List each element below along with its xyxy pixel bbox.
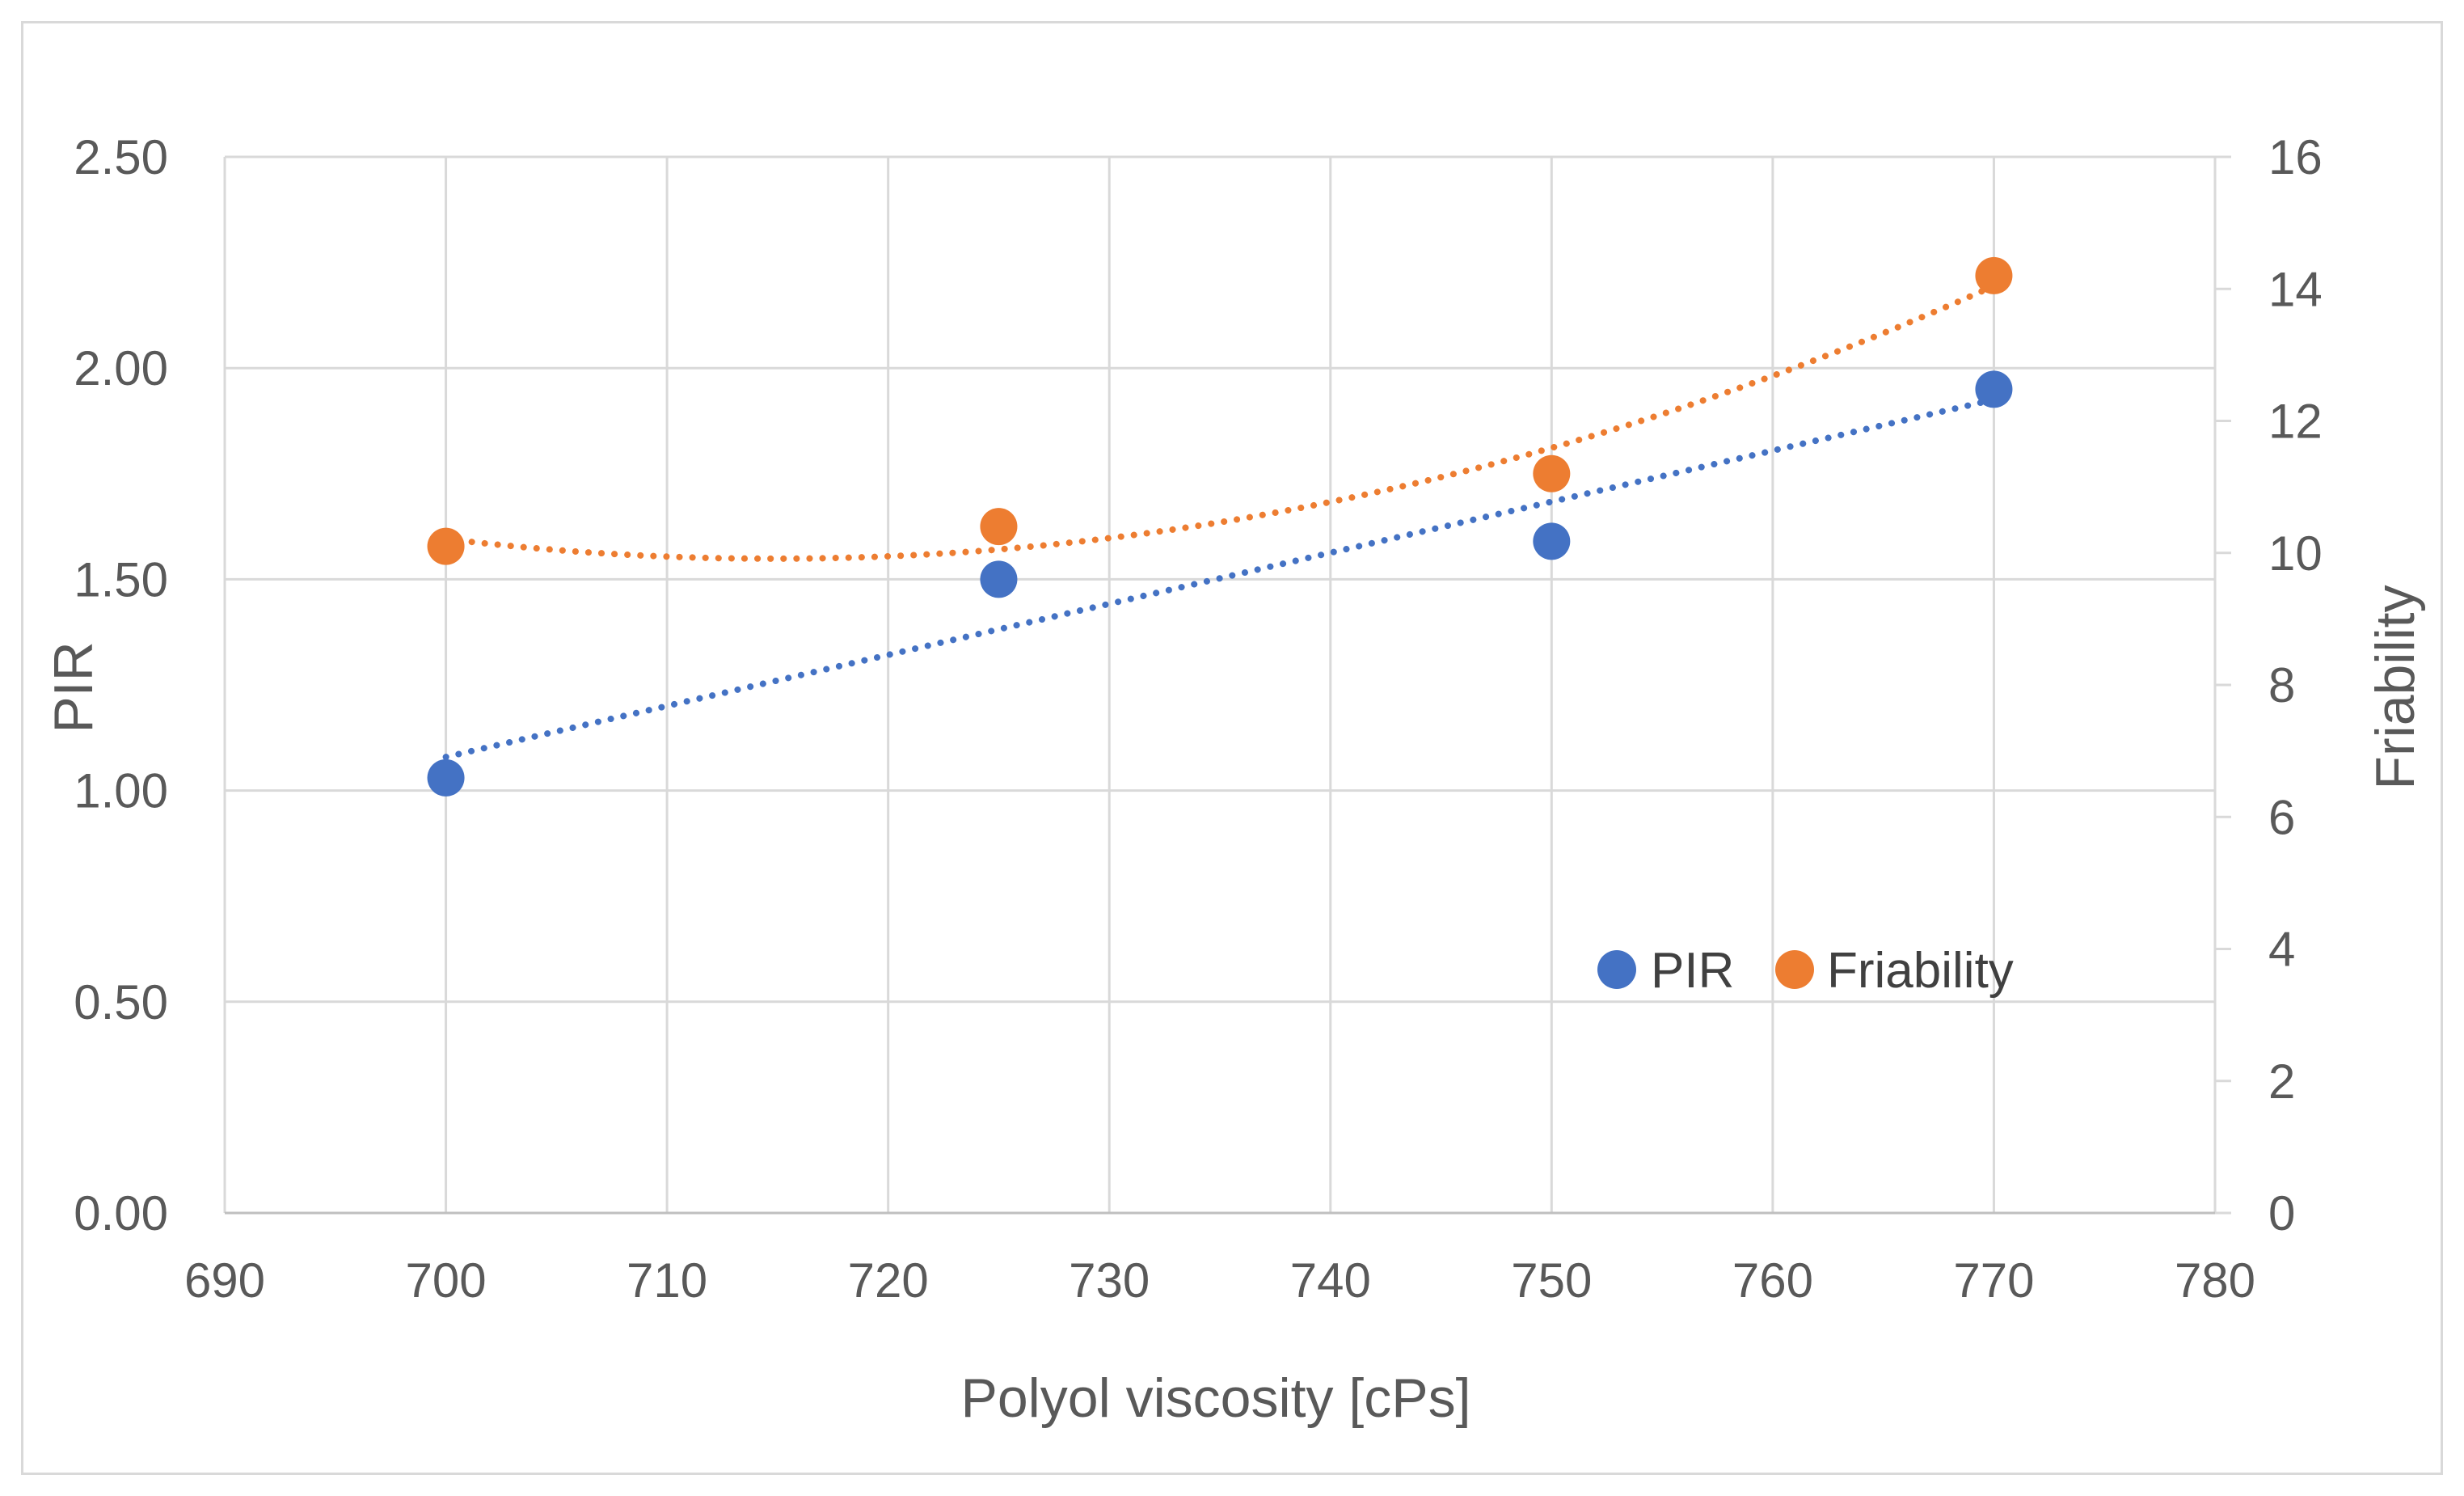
legend-label-pir: PIR — [1651, 943, 1734, 999]
axes — [223, 155, 2231, 1215]
y-tick-label: 1.00 — [74, 764, 168, 818]
legend-marker-friability — [1775, 950, 1814, 989]
trendline-friability — [442, 282, 1998, 562]
x-tick-label: 760 — [1732, 1253, 1813, 1308]
y2-tick-label: 6 — [2268, 790, 2295, 844]
y-axis-title: PIR — [43, 641, 104, 733]
y2-tick-label: 2 — [2268, 1054, 2295, 1109]
x-tick-label: 770 — [1953, 1253, 2034, 1308]
x-tick-label: 780 — [2175, 1253, 2255, 1308]
x-tick-label: 750 — [1511, 1253, 1592, 1308]
y-tick-label: 0.50 — [74, 975, 168, 1029]
point-pir-725 — [980, 560, 1018, 598]
x-tick-label: 700 — [406, 1253, 487, 1308]
trendlines — [442, 282, 1998, 761]
tick-labels: 690 700 710 720 730 740 750 760 770 780 0.00 0.50 1.… — [74, 130, 2323, 1308]
data-points — [427, 256, 2013, 797]
point-pir-770 — [1975, 370, 2013, 408]
gridlines — [225, 155, 2215, 1213]
x-axis-title: Polyol viscosity [cPs] — [960, 1367, 1470, 1429]
x-tick-label: 710 — [627, 1253, 707, 1308]
y2-tick-label: 10 — [2268, 526, 2323, 581]
legend: PIR Friability — [1597, 943, 2014, 999]
y-tick-label: 2.50 — [74, 130, 168, 184]
y2-axis-title: Friability — [2365, 585, 2426, 789]
point-pir-700 — [427, 759, 465, 797]
point-friability-725 — [980, 508, 1018, 546]
y2-tick-label: 8 — [2268, 658, 2295, 712]
point-pir-750 — [1533, 522, 1571, 560]
x-tick-label: 730 — [1069, 1253, 1150, 1308]
x-tick-label: 740 — [1290, 1253, 1371, 1308]
y-tick-label: 1.50 — [74, 552, 168, 606]
y2-tick-label: 16 — [2268, 130, 2323, 184]
point-friability-700 — [427, 527, 465, 565]
y2-tick-label: 14 — [2268, 262, 2323, 316]
legend-marker-pir — [1597, 950, 1636, 989]
x-tick-label: 690 — [184, 1253, 265, 1308]
y2-tick-label: 4 — [2268, 923, 2295, 977]
y2-tick-label: 12 — [2268, 395, 2323, 449]
y-tick-label: 2.00 — [74, 341, 168, 395]
legend-label-friability: Friability — [1827, 943, 2014, 999]
y2-tick-label: 0 — [2268, 1186, 2295, 1240]
trendline-pir — [442, 396, 1998, 761]
point-friability-750 — [1533, 454, 1571, 492]
x-tick-label: 720 — [848, 1253, 929, 1308]
chart-frame — [21, 21, 2443, 1475]
point-friability-770 — [1975, 256, 2013, 294]
y-tick-label: 0.00 — [74, 1186, 168, 1240]
